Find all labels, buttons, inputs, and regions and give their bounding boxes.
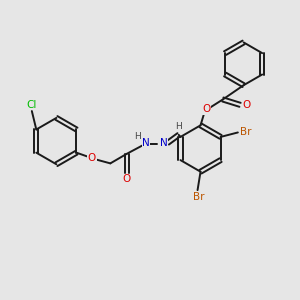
Text: O: O	[242, 100, 251, 110]
Text: N: N	[142, 138, 150, 148]
Text: O: O	[88, 153, 96, 163]
Text: Cl: Cl	[27, 100, 37, 110]
Text: Br: Br	[193, 192, 205, 202]
Text: O: O	[202, 104, 211, 114]
Text: Br: Br	[239, 127, 251, 137]
Text: O: O	[123, 174, 131, 184]
Text: H: H	[175, 122, 182, 131]
Text: N: N	[160, 138, 168, 148]
Text: H: H	[135, 131, 141, 140]
